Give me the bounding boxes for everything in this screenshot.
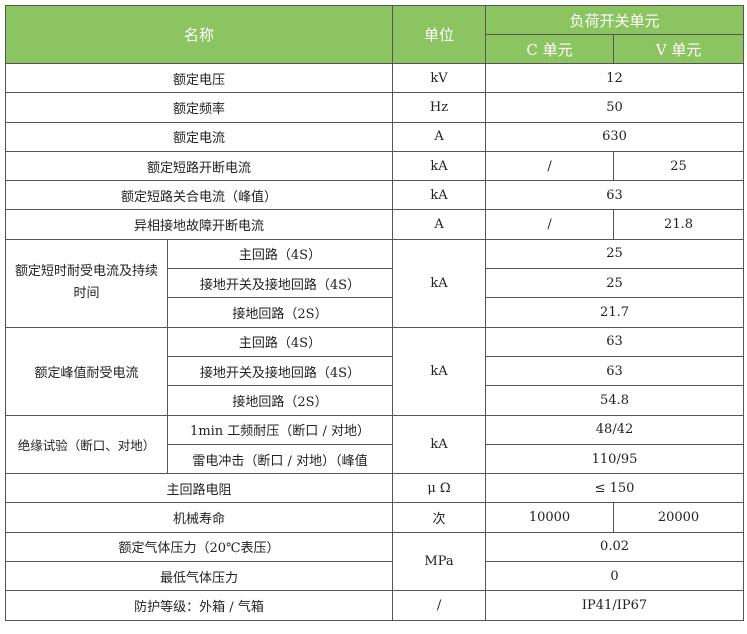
table-row: 额定频率 Hz 50	[4, 92, 745, 123]
row-sub-name: 接地回路（2S）	[166, 297, 394, 328]
row-c-value: /	[485, 209, 615, 240]
table-row: 异相接地故障开断电流 A / 21.8	[4, 209, 745, 240]
row-unit: MPa	[392, 531, 487, 592]
row-value: 63	[485, 355, 745, 387]
row-value: 54.8	[485, 385, 745, 416]
header-group: 负荷开关单元	[485, 5, 745, 35]
row-group-name: 额定峰值耐受电流	[5, 326, 168, 416]
row-sub-name: 接地开关及接地回路（4S）	[166, 355, 394, 387]
table-row: 绝缘试验（断口、对地） 1min 工频耐压（断口 / 对地） kA 48/42	[5, 414, 745, 475]
row-name: 额定频率	[4, 92, 394, 123]
row-value: 25	[485, 268, 745, 299]
row-value: 110/95	[485, 443, 745, 475]
row-group-name: 额定短时耐受电流及持续时间	[5, 238, 168, 328]
row-sub-name: 雷电冲击（断口 / 对地）（峰值	[166, 443, 394, 475]
row-unit: A	[392, 209, 487, 240]
row-name: 异相接地故障开断电流	[4, 209, 394, 240]
table-row: 接地开关及接地回路（4S） 63	[6, 355, 745, 387]
table-row: 接地回路（2S） 21.7	[6, 297, 745, 328]
table-row: 接地回路（2S） 54.8	[6, 385, 745, 416]
row-v-value: 21.8	[613, 209, 745, 240]
row-value: IP41/IP67	[485, 590, 745, 621]
row-group-name: 绝缘试验（断口、对地）	[5, 414, 168, 475]
row-value: 25	[485, 238, 745, 270]
table-row: 额定短路开断电流 kA / 25	[4, 150, 745, 182]
row-unit: kA	[392, 414, 487, 475]
table-row: 额定短时耐受电流及持续时间 主回路（4S） kA 25	[5, 238, 745, 328]
table-row: 额定电流 A 630	[4, 121, 745, 152]
table-row: 额定短路关合电流（峰值） kA 63	[4, 180, 745, 211]
row-unit: kA	[392, 326, 487, 416]
row-v-value: 20000	[613, 502, 745, 533]
header-v-unit: V 单元	[613, 34, 745, 64]
row-name: 额定短路开断电流	[4, 150, 394, 182]
table-row: 主回路电阻 μ Ω ≤ 150	[4, 473, 745, 504]
row-value: 0	[485, 561, 745, 592]
row-value: 48/42	[485, 414, 745, 445]
row-name: 额定气体压力（20℃表压）	[4, 531, 394, 563]
row-name: 额定短路关合电流（峰值）	[4, 180, 394, 211]
table-row: 防护等级：外箱 / 气箱 / IP41/IP67	[4, 590, 745, 621]
row-value: 0.02	[485, 531, 745, 563]
row-name: 额定电压	[4, 62, 394, 94]
row-unit: /	[392, 590, 487, 621]
table-row: 额定电压 kV 12	[4, 62, 745, 94]
header-unit: 单位	[392, 5, 487, 64]
row-sub-name: 接地开关及接地回路（4S）	[166, 268, 394, 299]
row-unit: kV	[392, 62, 487, 94]
row-value: 630	[485, 121, 745, 152]
row-value: 21.7	[485, 297, 745, 328]
row-name: 机械寿命	[4, 502, 394, 533]
table-row: 雷电冲击（断口 / 对地）（峰值 110/95	[6, 443, 745, 475]
row-unit: 次	[392, 502, 487, 533]
row-unit: kA	[392, 238, 487, 328]
row-unit: kA	[392, 180, 487, 211]
row-v-value: 25	[613, 150, 745, 182]
row-value: ≤ 150	[485, 473, 745, 504]
row-sub-name: 主回路（4S）	[166, 238, 394, 270]
table-row: 接地开关及接地回路（4S） 25	[6, 268, 745, 299]
row-unit: μ Ω	[392, 473, 487, 504]
row-value: 63	[485, 180, 745, 211]
row-sub-name: 1min 工频耐压（断口 / 对地）	[166, 414, 394, 445]
table-row: 额定峰值耐受电流 主回路（4S） kA 63	[5, 326, 745, 416]
row-sub-name: 主回路（4S）	[166, 326, 394, 357]
table-row: 机械寿命 次 10000 20000	[4, 502, 745, 533]
row-unit: Hz	[392, 92, 487, 123]
row-value: 63	[485, 326, 745, 357]
row-name: 额定电流	[4, 121, 394, 152]
row-c-value: /	[485, 150, 615, 182]
row-name: 防护等级：外箱 / 气箱	[4, 590, 394, 621]
table-row: 额定气体压力（20℃表压） MPa 0.02	[4, 531, 745, 592]
row-value: 12	[485, 62, 745, 94]
row-name: 主回路电阻	[4, 473, 394, 504]
row-unit: A	[392, 121, 487, 152]
header-name: 名称	[4, 5, 394, 64]
row-sub-name: 接地回路（2S）	[166, 385, 394, 416]
header-c-unit: C 单元	[485, 34, 615, 64]
row-value: 50	[485, 92, 745, 123]
row-unit: kA	[392, 150, 487, 182]
row-name: 最低气体压力	[4, 561, 394, 592]
table-row: 最低气体压力 0	[4, 561, 745, 592]
spec-table: 名称 单位 负荷开关单元 C 单元 V 单元 额定电压 kV 12 额定频率 H…	[4, 5, 745, 621]
row-c-value: 10000	[485, 502, 615, 533]
